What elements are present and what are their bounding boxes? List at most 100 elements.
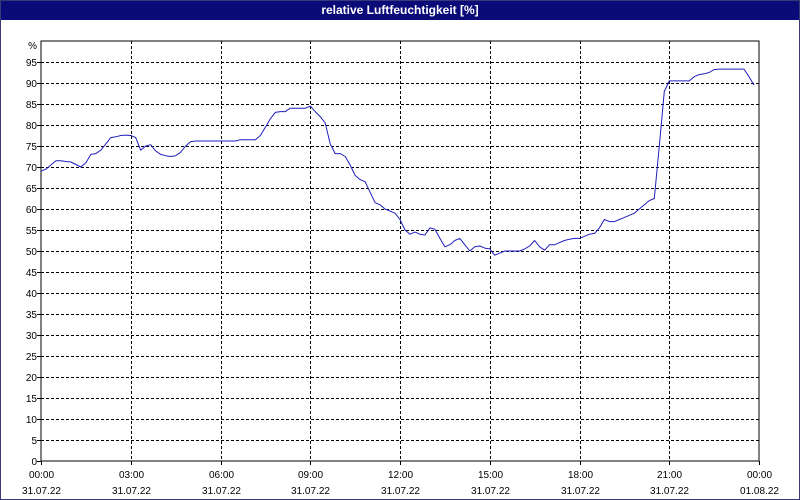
data-point bbox=[180, 152, 181, 153]
data-point bbox=[300, 108, 301, 109]
data-point bbox=[115, 136, 116, 137]
data-point bbox=[365, 181, 366, 182]
y-tick-label: 75 bbox=[26, 142, 38, 153]
data-point bbox=[514, 250, 515, 251]
y-tick-label: 10 bbox=[26, 415, 38, 426]
data-point bbox=[265, 127, 266, 128]
x-tick-time-label: 21:00 bbox=[657, 470, 682, 481]
data-point bbox=[564, 240, 565, 241]
data-point bbox=[619, 219, 620, 220]
data-point bbox=[320, 116, 321, 117]
data-point bbox=[399, 219, 400, 220]
y-axis-label: % bbox=[28, 41, 37, 52]
data-point bbox=[429, 227, 430, 228]
data-point bbox=[384, 208, 385, 209]
data-point bbox=[45, 169, 46, 170]
data-point bbox=[674, 80, 675, 81]
data-point bbox=[724, 69, 725, 70]
data-point bbox=[345, 156, 346, 157]
x-tick-date-label: 31.07.22 bbox=[22, 486, 61, 497]
data-point bbox=[574, 238, 575, 239]
data-point bbox=[624, 217, 625, 218]
data-point bbox=[704, 73, 705, 74]
data-point bbox=[145, 145, 146, 146]
data-point bbox=[584, 236, 585, 237]
x-tick-date-label: 31.07.22 bbox=[650, 486, 689, 497]
data-point bbox=[305, 108, 306, 109]
data-point bbox=[484, 248, 485, 249]
data-point bbox=[110, 137, 111, 138]
data-point bbox=[459, 238, 460, 239]
data-point bbox=[589, 234, 590, 235]
y-tick-label: 45 bbox=[26, 268, 38, 279]
data-point bbox=[155, 150, 156, 151]
data-point bbox=[380, 204, 381, 205]
data-point bbox=[235, 140, 236, 141]
data-point bbox=[669, 80, 670, 81]
data-point bbox=[414, 232, 415, 233]
y-tick-label: 95 bbox=[26, 58, 38, 69]
data-point bbox=[469, 250, 470, 251]
data-point bbox=[554, 244, 555, 245]
y-tick-label: 30 bbox=[26, 331, 38, 342]
data-point bbox=[694, 76, 695, 77]
x-tick-time-label: 00:00 bbox=[29, 470, 54, 481]
data-point bbox=[185, 145, 186, 146]
y-tick-label: 85 bbox=[26, 100, 38, 111]
data-point bbox=[474, 246, 475, 247]
data-point bbox=[729, 69, 730, 70]
data-point bbox=[689, 80, 690, 81]
data-point bbox=[270, 118, 271, 119]
x-tick-time-label: 00:00 bbox=[747, 470, 772, 481]
data-point bbox=[220, 140, 221, 141]
data-point bbox=[245, 139, 246, 140]
data-point bbox=[419, 234, 420, 235]
data-point bbox=[335, 153, 336, 154]
data-point bbox=[654, 198, 655, 199]
data-point bbox=[375, 202, 376, 203]
data-point bbox=[644, 204, 645, 205]
data-point bbox=[285, 111, 286, 112]
data-point bbox=[250, 139, 251, 140]
data-point bbox=[160, 154, 161, 155]
data-point bbox=[50, 164, 51, 165]
axis-layer bbox=[37, 40, 760, 465]
data-point bbox=[734, 69, 735, 70]
data-point bbox=[424, 234, 425, 235]
y-tick-label: 70 bbox=[26, 163, 38, 174]
data-point bbox=[355, 175, 356, 176]
data-point bbox=[614, 221, 615, 222]
data-point bbox=[559, 242, 560, 243]
data-point bbox=[494, 255, 495, 256]
x-tick-time-label: 18:00 bbox=[568, 470, 593, 481]
data-point bbox=[225, 140, 226, 141]
data-point bbox=[190, 141, 191, 142]
data-point bbox=[330, 143, 331, 144]
data-point bbox=[175, 155, 176, 156]
data-point bbox=[325, 122, 326, 123]
data-point bbox=[404, 229, 405, 230]
data-point bbox=[544, 250, 545, 251]
data-point bbox=[649, 200, 650, 201]
data-point bbox=[95, 153, 96, 154]
label-layer: 0 5 10 15 20 25 30 35 40 45 50 55 60 65 70 75 80 85 90 95% 0… bbox=[22, 41, 779, 497]
data-point bbox=[370, 192, 371, 193]
y-tick-label: 65 bbox=[26, 184, 38, 195]
data-point bbox=[504, 250, 505, 251]
data-point bbox=[594, 233, 595, 234]
x-tick-time-label: 03:00 bbox=[119, 470, 144, 481]
data-point bbox=[230, 140, 231, 141]
x-tick-time-label: 15:00 bbox=[478, 470, 503, 481]
data-point bbox=[140, 150, 141, 151]
data-point bbox=[569, 239, 570, 240]
data-point bbox=[719, 69, 720, 70]
y-tick-label: 15 bbox=[26, 394, 38, 405]
data-point bbox=[360, 179, 361, 180]
data-point bbox=[714, 69, 715, 70]
x-tick-time-label: 12:00 bbox=[388, 470, 413, 481]
data-point bbox=[340, 153, 341, 154]
x-tick-date-label: 01.08.22 bbox=[740, 486, 779, 497]
y-tick-label: 20 bbox=[26, 373, 38, 384]
data-point bbox=[315, 111, 316, 112]
